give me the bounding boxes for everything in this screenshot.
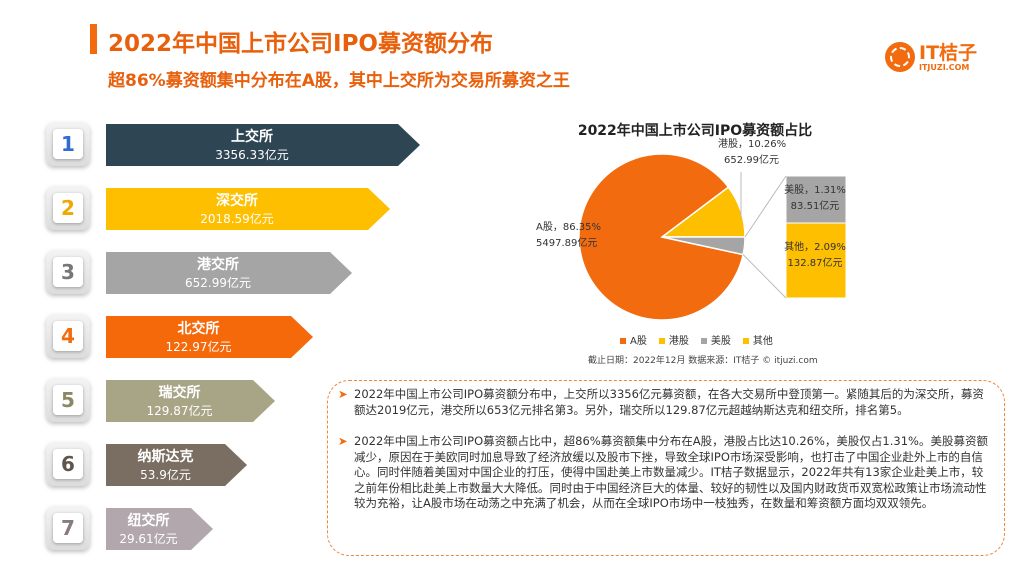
logo-name: IT桔子 (919, 41, 978, 64)
note-2: 2022年中国上市公司IPO募资额占比中，超86%募资额集中分布在A股，港股占比… (338, 434, 994, 512)
exchange-value: 29.61亿元 (119, 532, 178, 546)
pie-slice-other-combined (661, 236, 746, 256)
exchange-bar: 北交所 122.97亿元 (106, 316, 313, 358)
orange-logo-icon (885, 42, 915, 72)
exchange-name: 纽交所 (127, 513, 170, 529)
legend-a: A股 (620, 332, 647, 347)
exchange-bar: 深交所 2018.59亿元 (106, 188, 390, 230)
connector-line (742, 254, 787, 299)
rank-badge: 3 (46, 250, 90, 294)
rank-badge: 4 (46, 314, 90, 358)
exchange-bar: 瑞交所 129.87亿元 (106, 380, 275, 422)
legend-other: 其他 (742, 332, 773, 347)
label-a: A股，86.35% 5497.89亿元 (536, 222, 601, 249)
stack-segment-other (785, 222, 847, 299)
exchange-bar: 纽交所 29.61亿元 (106, 508, 213, 550)
rank-badge: 2 (46, 186, 90, 230)
exchange-name: 上交所 (231, 129, 273, 145)
exchange-bar: 上交所 3356.33亿元 (106, 124, 420, 166)
exchange-value: 652.99亿元 (185, 276, 251, 290)
exchange-name: 深交所 (216, 193, 258, 209)
rank-badge: 6 (46, 442, 90, 486)
exchange-value: 122.97亿元 (165, 340, 232, 354)
exchange-value: 3356.33亿元 (215, 148, 289, 162)
rank-badge: 1 (46, 122, 90, 166)
label-hk: 港股，10.26% 652.99亿元 (718, 139, 787, 166)
logo-url: ITJUZI.COM (919, 62, 970, 72)
notes-box: 2022年中国上市公司IPO募资额分布中，上交所以3356亿元募资额，在各大交易… (327, 380, 1005, 556)
exchange-value: 129.87亿元 (146, 404, 213, 418)
label-other: 其他，2.09% 132.87亿元 (784, 242, 846, 269)
exchange-name: 瑞交所 (158, 385, 201, 401)
exchange-name: 北交所 (177, 321, 220, 337)
exchange-value: 2018.59亿元 (200, 212, 274, 226)
note-1: 2022年中国上市公司IPO募资额分布中，上交所以3356亿元募资额，在各大交易… (338, 387, 994, 418)
title-accent-bar (90, 24, 97, 54)
chart-legend: A股 港股 美股 其他 (620, 332, 773, 347)
page-subtitle: 超86%募资额集中分布在A股，其中上交所为交易所募资之王 (108, 71, 570, 91)
legend-us: 美股 (700, 332, 731, 347)
exchange-name: 港交所 (197, 257, 239, 273)
exchange-name: 纳斯达克 (137, 449, 194, 465)
itjuzi-logo: IT桔子 ITJUZI.COM (885, 42, 977, 72)
label-us: 美股，1.31% 83.51亿元 (784, 185, 846, 212)
connector-line (744, 175, 787, 238)
rank-badge: 7 (46, 506, 90, 550)
exchange-bar: 港交所 652.99亿元 (106, 252, 352, 294)
exchange-bar: 纳斯达克 53.9亿元 (106, 444, 247, 486)
rank-badge: 5 (46, 378, 90, 422)
page-title: 2022年中国上市公司IPO募资额分布 (108, 31, 493, 57)
legend-hk: 港股 (658, 332, 689, 347)
chart-footer: 截止日期：2022年12月 数据来源：IT桔子 © itjuzi.com (588, 356, 818, 366)
pie-slice-a (578, 153, 745, 321)
exchange-value: 53.9亿元 (140, 468, 191, 482)
chart-title: 2022年中国上市公司IPO募资额占比 (577, 123, 813, 139)
